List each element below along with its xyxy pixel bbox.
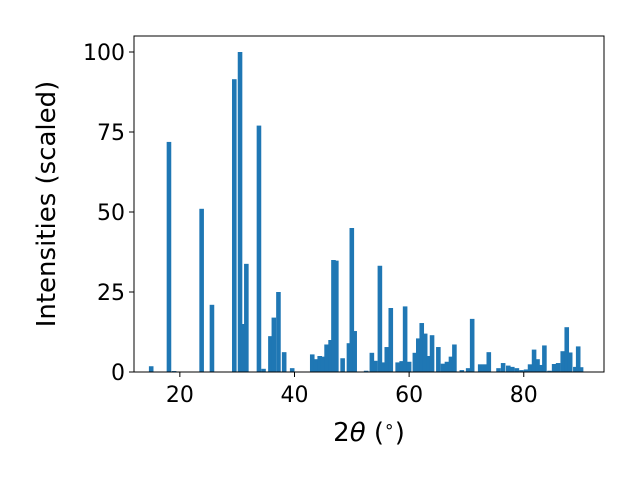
x-tick-label: 60 [395,383,423,408]
bar [320,356,326,372]
bar [328,340,333,372]
bar [496,368,501,372]
bar [324,344,329,372]
bar [523,369,529,372]
plot-area-frame [133,35,605,373]
bar [388,308,394,372]
bar [261,368,266,372]
bar [346,343,352,372]
bar [148,366,154,372]
bar [444,361,450,372]
y-tick-label: 100 [83,41,125,66]
bar [514,368,520,372]
bar [281,352,287,372]
bar [412,352,418,372]
bar [209,304,215,372]
x-axis-label-open: ( [366,418,384,448]
y-axis-label: Intensities (scaled) [32,81,62,328]
bar [244,263,249,372]
bar [426,356,431,372]
x-tick-label: 20 [166,383,194,408]
bar [429,335,435,372]
bar-series [148,52,584,372]
y-tick-label: 75 [97,121,125,146]
bar [313,359,319,372]
bar [459,370,465,372]
bar [482,364,488,372]
bar [256,125,262,372]
bar [331,260,336,372]
bar [575,346,581,372]
bar [289,368,295,372]
x-axis-label-prefix: 2 [333,418,350,448]
bar [465,368,471,372]
bar [535,359,540,372]
x-axis: 20 40 60 80 [166,372,538,408]
bar [551,364,557,372]
x-tick-label: 40 [280,383,308,408]
bar [406,361,412,372]
bar [352,331,357,372]
bar [567,352,573,372]
bar [349,228,355,372]
bar [199,208,204,372]
x-axis-label-theta: θ [350,418,366,448]
bar [422,333,428,372]
bar [547,370,552,372]
bar [166,141,172,372]
y-tick-label: 0 [111,361,125,386]
bar [436,347,441,372]
bar [555,363,561,372]
bar [486,352,492,372]
bar [542,345,547,372]
x-tick-label: 80 [510,383,538,408]
bar [340,358,345,372]
bar [440,363,446,372]
bar [381,362,386,372]
bar [268,336,273,372]
bar [531,349,537,372]
bar [527,364,533,372]
bar [538,364,544,372]
y-axis: 0 25 50 75 100 [83,41,134,386]
bar [419,323,425,372]
bar [240,324,246,372]
bar [317,356,322,372]
bar [402,306,408,372]
bar [363,370,369,372]
y-tick-label: 25 [97,281,125,306]
bar [334,260,339,372]
bar [564,327,570,372]
x-axis-label-close: ) [395,418,405,448]
bar [477,364,483,372]
x-axis-label-degree: ∘ [384,417,395,437]
bar [399,361,404,372]
bar [519,370,524,372]
bar [369,352,375,372]
bar [232,79,237,372]
bar [448,356,454,372]
bar [377,265,383,372]
bar [573,366,578,372]
bar [452,344,457,372]
bar [416,338,421,372]
bar [469,318,475,372]
bar [500,363,506,372]
y-tick-label: 50 [97,201,125,226]
bar [384,347,390,372]
bar [505,365,511,372]
bar [309,354,315,372]
bar [395,362,400,372]
bar [271,317,277,372]
bar [560,351,566,372]
bar [373,360,378,372]
x-axis-label: 2θ (∘) [333,417,405,448]
bar [510,366,515,372]
bar [237,52,243,372]
bar [276,292,281,372]
bar [578,367,584,372]
